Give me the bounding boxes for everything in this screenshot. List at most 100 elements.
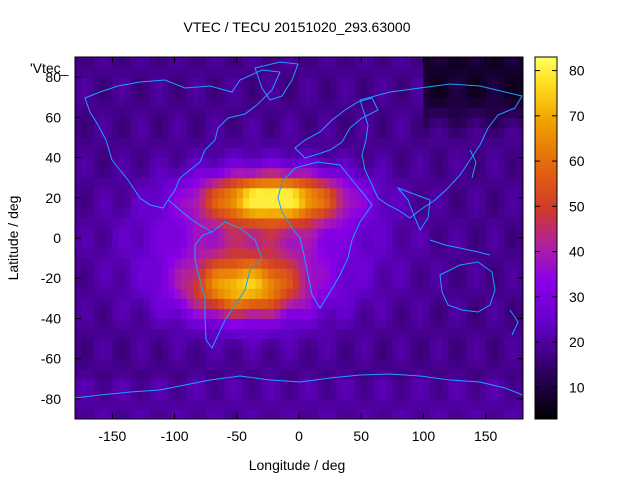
heatmap-cell xyxy=(236,147,244,159)
heatmap-cell xyxy=(149,408,157,419)
heatmap-cell xyxy=(491,248,499,259)
heatmap-cell xyxy=(361,197,369,209)
heatmap-cell xyxy=(336,227,344,239)
heatmap-cell xyxy=(479,348,487,360)
heatmap-cell xyxy=(473,268,481,279)
heatmap-cell xyxy=(249,388,257,400)
heatmap-cell xyxy=(124,87,132,98)
heatmap-cell xyxy=(180,87,188,98)
heatmap-cell xyxy=(87,97,95,108)
heatmap-cell xyxy=(249,238,257,249)
heatmap-cell xyxy=(149,97,157,108)
heatmap-cell xyxy=(423,137,431,149)
heatmap-cell xyxy=(274,187,281,199)
heatmap-cell xyxy=(311,87,319,98)
heatmap-cell xyxy=(180,408,188,419)
heatmap-cell xyxy=(305,117,313,128)
heatmap-cell xyxy=(286,368,294,380)
heatmap-cell xyxy=(118,318,126,330)
heatmap-cell xyxy=(168,408,176,419)
heatmap-cell xyxy=(336,288,344,299)
heatmap-cell xyxy=(236,167,244,179)
heatmap-cell xyxy=(305,97,313,108)
heatmap-cell xyxy=(286,177,294,189)
heatmap-cell xyxy=(224,157,232,169)
heatmap-cell xyxy=(99,67,107,78)
heatmap-cell xyxy=(398,97,406,108)
heatmap-cell xyxy=(99,268,107,279)
heatmap-cell xyxy=(75,338,82,350)
heatmap-cell xyxy=(348,127,356,139)
heatmap-cell xyxy=(93,308,101,320)
heatmap-cell xyxy=(230,157,238,169)
heatmap-cell xyxy=(454,378,462,390)
heatmap-cell xyxy=(305,87,313,98)
heatmap-cell xyxy=(249,147,257,159)
heatmap-cell xyxy=(155,97,163,108)
heatmap-cell xyxy=(267,388,275,400)
heatmap-cell xyxy=(149,258,157,269)
heatmap-cell xyxy=(211,127,219,139)
heatmap-cell xyxy=(230,67,238,78)
heatmap-cell xyxy=(317,117,325,128)
heatmap-cell xyxy=(516,288,523,299)
heatmap-cell xyxy=(516,197,523,209)
heatmap-cell xyxy=(255,318,263,330)
heatmap-cell xyxy=(280,388,288,400)
heatmap-cell xyxy=(75,117,82,128)
heatmap-cell xyxy=(361,308,369,320)
heatmap-cell xyxy=(292,127,300,139)
heatmap-cell xyxy=(292,57,300,68)
heatmap-cell xyxy=(299,378,306,390)
heatmap-cell xyxy=(224,368,232,380)
heatmap-cell xyxy=(106,157,113,169)
heatmap-cell xyxy=(392,278,400,289)
heatmap-cell xyxy=(255,57,263,68)
heatmap-cell xyxy=(168,298,176,309)
heatmap-cell xyxy=(224,127,232,139)
heatmap-cell xyxy=(485,127,493,139)
heatmap-cell xyxy=(516,378,523,390)
heatmap-cell xyxy=(398,127,406,139)
heatmap-cell xyxy=(355,348,362,360)
heatmap-cell xyxy=(211,348,219,360)
heatmap-cell xyxy=(473,288,481,299)
heatmap-cell xyxy=(249,127,257,139)
heatmap-cell xyxy=(491,147,499,159)
heatmap-cell xyxy=(93,378,101,390)
heatmap-cell xyxy=(193,358,201,370)
heatmap-cell xyxy=(224,358,232,370)
heatmap-cell xyxy=(199,278,207,289)
heatmap-cell xyxy=(323,308,331,320)
heatmap-cell xyxy=(93,217,101,229)
heatmap-cell xyxy=(143,408,151,419)
heatmap-cell xyxy=(454,197,462,209)
heatmap-cell xyxy=(516,117,523,128)
heatmap-cell xyxy=(386,378,393,390)
heatmap-cell xyxy=(93,268,101,279)
heatmap-cell xyxy=(230,368,238,380)
heatmap-cell xyxy=(336,278,344,289)
heatmap-cell xyxy=(81,248,89,259)
heatmap-cell xyxy=(292,278,300,289)
heatmap-cell xyxy=(379,177,387,189)
heatmap-cell xyxy=(404,378,412,390)
heatmap-cell xyxy=(118,137,126,149)
heatmap-cell xyxy=(93,187,101,199)
heatmap-cell xyxy=(224,87,232,98)
heatmap-cell xyxy=(504,167,512,179)
heatmap-cell xyxy=(118,388,126,400)
heatmap-cell xyxy=(149,338,157,350)
heatmap-cell xyxy=(193,187,201,199)
heatmap-cell xyxy=(193,157,201,169)
heatmap-cell xyxy=(230,207,238,219)
heatmap-cell xyxy=(137,87,145,98)
heatmap-cell xyxy=(180,308,188,320)
heatmap-cell xyxy=(485,137,493,149)
heatmap-cell xyxy=(155,227,163,239)
heatmap-cell xyxy=(379,408,387,419)
heatmap-cell xyxy=(454,217,462,229)
heatmap-cell xyxy=(87,348,95,360)
heatmap-cell xyxy=(224,408,232,419)
heatmap-cell xyxy=(137,147,145,159)
